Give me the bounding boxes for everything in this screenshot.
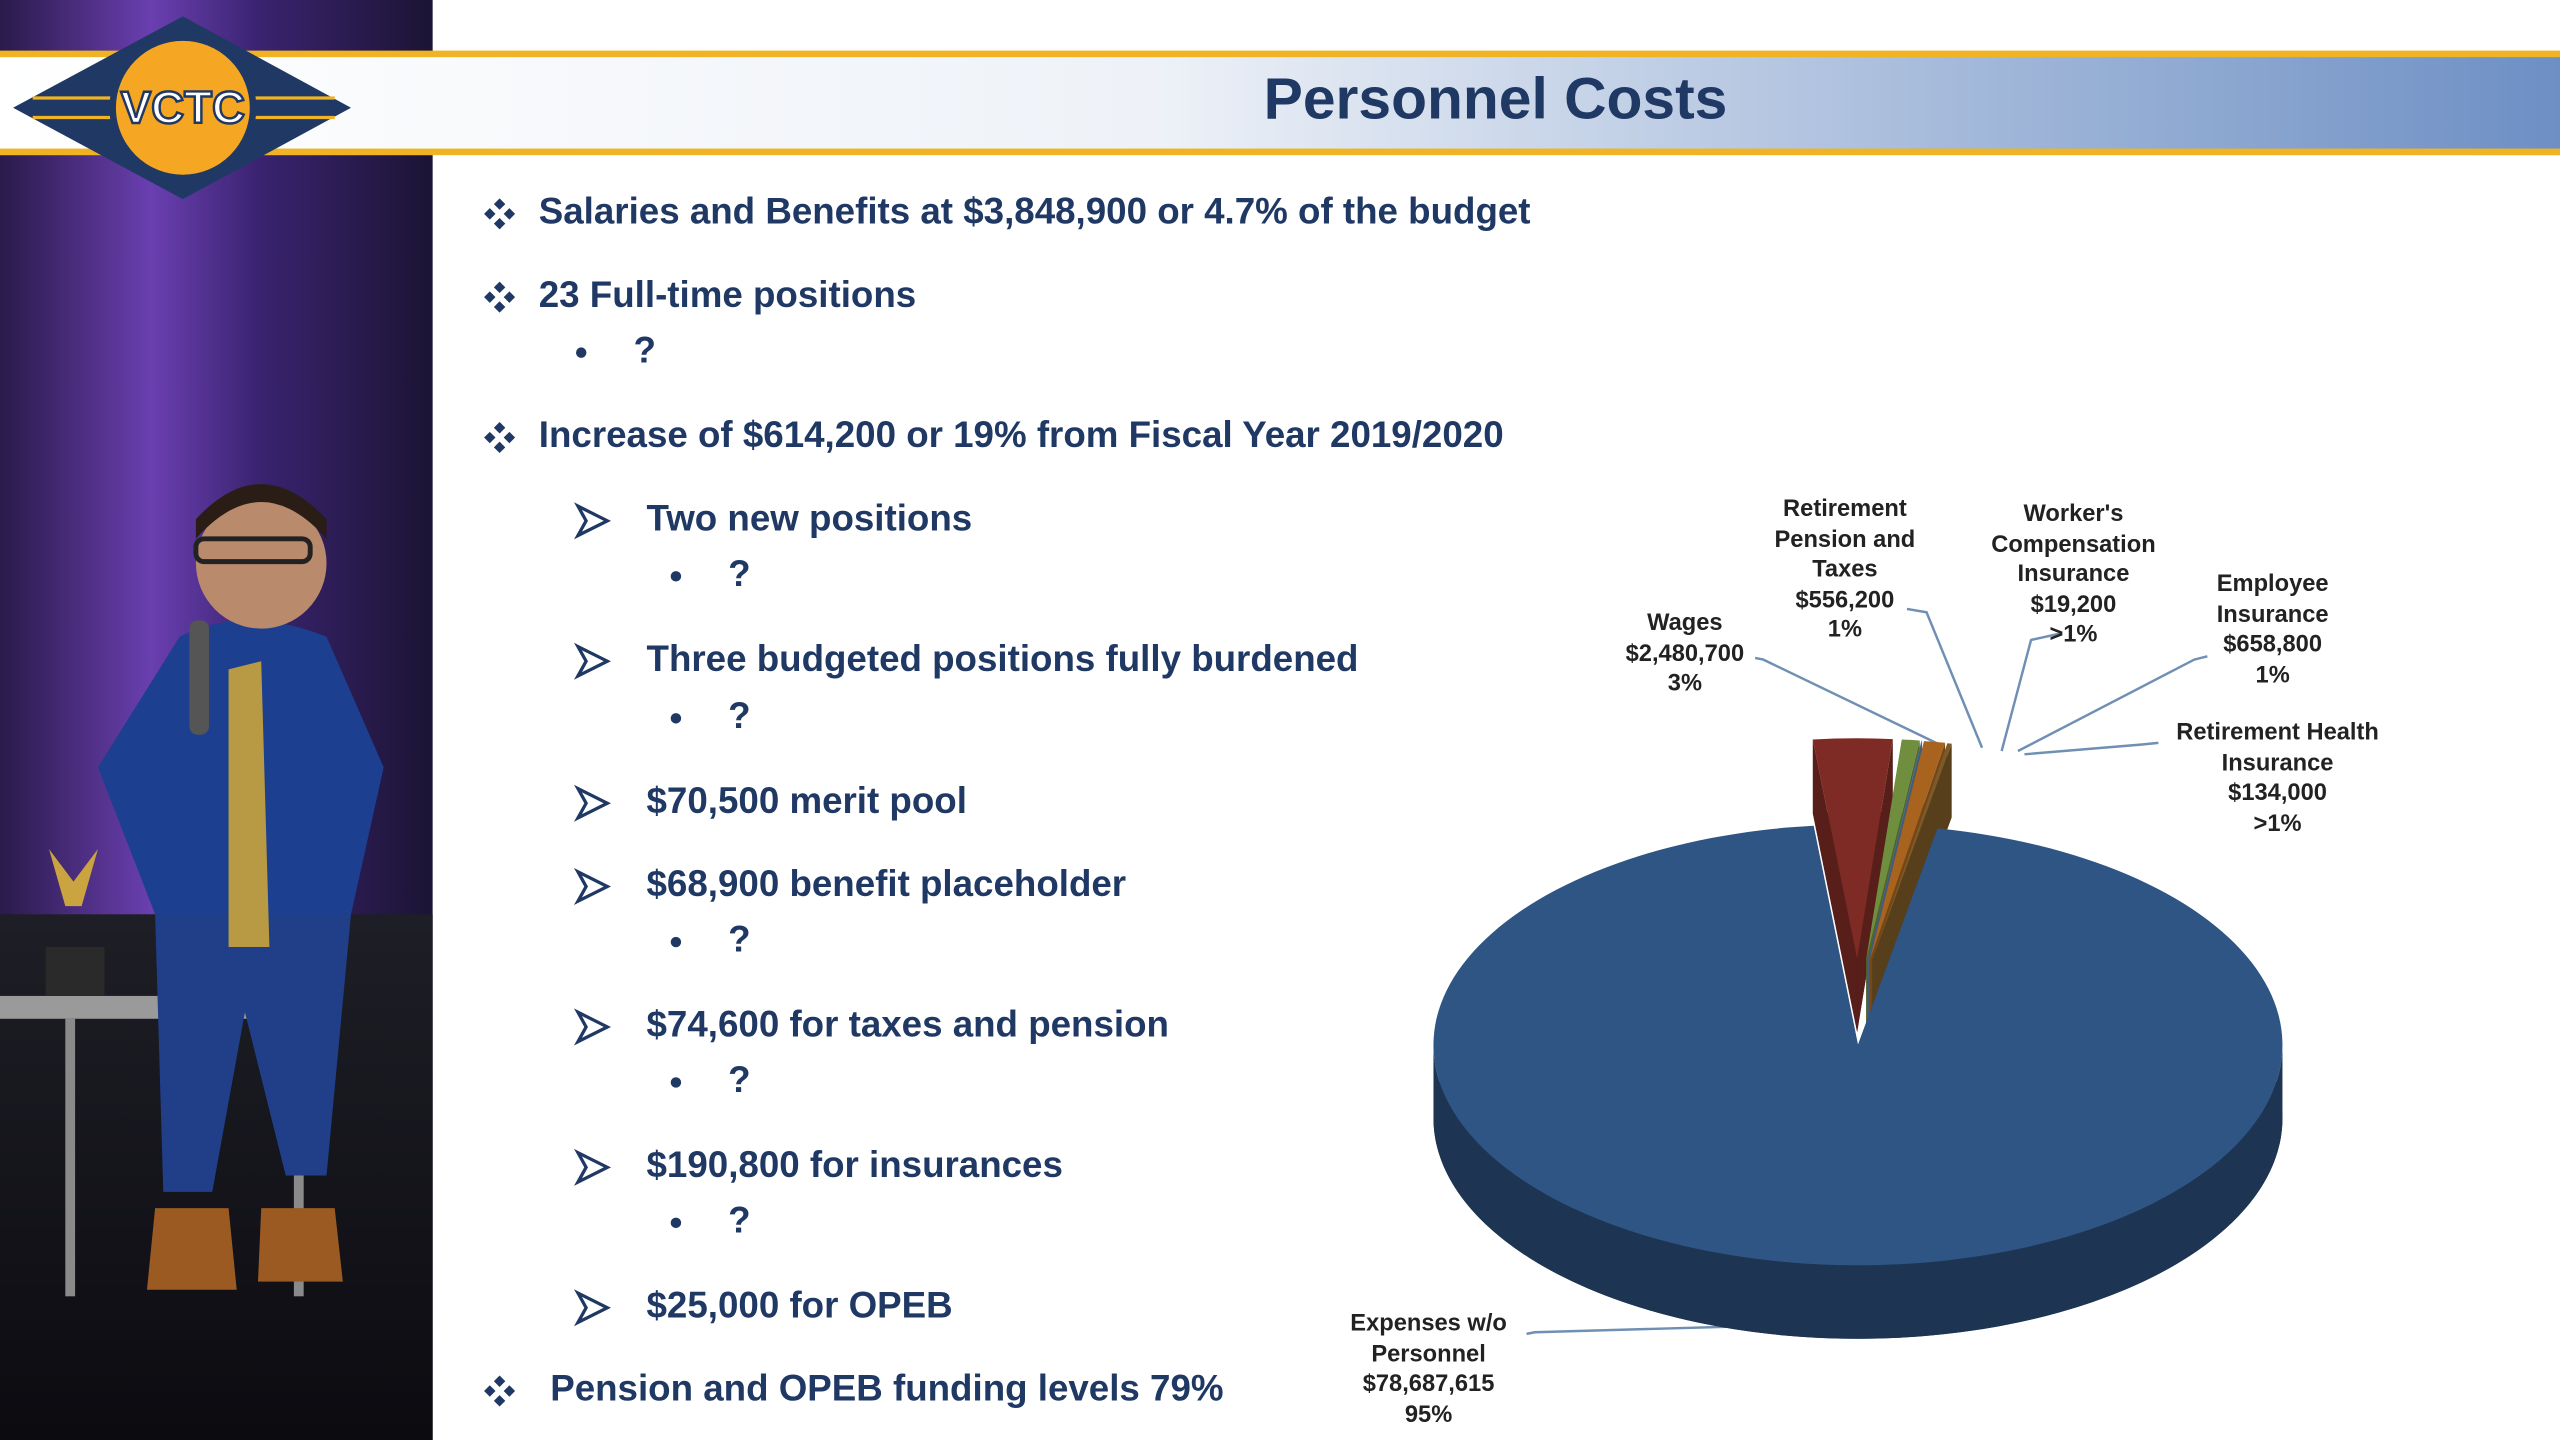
bullet-marker [503,1385,516,1397]
bullet-marker [573,1008,611,1046]
pie-label: Worker's Compensation Insurance $19,200 >1… [1967,500,2179,651]
pie-label: Wages $2,480,700 3% [1611,609,1758,700]
bullet-text: $25,000 for OPEB [647,1284,953,1325]
pie-slice [1812,738,1893,959]
bullet-text: Two new positions [647,498,973,539]
pie-label-name: Retirement Pension and Taxes [1774,496,1916,583]
pie-slice-face [1812,739,1858,1033]
bullet-text: ? [633,329,655,370]
bullet-marker [573,868,611,906]
pie-label-name: Wages [1647,610,1723,637]
bullet-text: ? [728,1059,750,1100]
bullet-text: Increase of $614,200 or 19% from Fiscal … [539,414,1504,455]
pie-slice [1867,740,1923,960]
bullet-text: 23 Full-time positions [539,274,916,315]
bullet-text: $70,500 merit pool [647,780,967,821]
bullet-text: ? [728,553,750,594]
pie-slice [1869,741,1946,960]
pie-slice-face [1857,739,1893,1033]
pie-label: Employee Insurance $658,800 1% [2191,570,2354,691]
pie-label-value: $658,800 [2223,631,2323,658]
bullet-marker [670,713,682,724]
bullet-marker [670,936,682,948]
bullet-marker [503,431,516,444]
pie-label-percent: >1% [2253,810,2302,837]
bullet-marker [573,784,611,822]
pie-label-percent: 1% [1827,617,1863,644]
pie-label-name: Expenses w/o Personnel [1350,1311,1507,1368]
pie-label-percent: >1% [2049,622,2098,649]
bullet-marker [573,642,611,680]
bullet-marker [493,1375,506,1387]
logo-text: VCTC [121,82,245,133]
pie-chart [1433,738,2283,1339]
pie-label-value: $2,480,700 [1625,640,1745,667]
bullet-marker [503,291,516,303]
pie-label-value: $78,687,615 [1362,1371,1495,1398]
header-band: VCTC Personnel Costs [0,16,2560,200]
bullet-list: Salaries and Benefits at $3,848,900 or 4… [484,191,1531,1409]
pie-label-box: Expenses w/o Personnel $78,687,615 95% [1322,1309,1534,1430]
bullet-marker [670,1217,682,1229]
pie-slice-side [1433,1044,2283,1339]
pie-label-name: Retirement Health Insurance [2176,720,2379,777]
pie-label-percent: 1% [2255,662,2290,689]
pie-label-box: Employee Insurance $658,800 1% [2191,570,2354,691]
bullet-marker [503,208,516,220]
bullet-marker [493,281,506,294]
pie-slice [1872,743,1952,961]
pie-slice [1866,739,1920,960]
bullet-text: Three budgeted positions fully burdened [647,638,1359,679]
bullet-marker [670,571,682,582]
bullet-marker [484,431,496,444]
pie-label-name: Employee Insurance [2216,571,2329,628]
speaker-video [0,0,433,1440]
bullet-text: ? [728,1200,750,1241]
bullet-marker [493,422,506,434]
bullet-marker [576,347,587,358]
pie-label-box: Retirement Health Insurance $134,000 >1% [2147,718,2408,839]
bullet-marker [670,1077,682,1088]
pie-label-box: Worker's Compensation Insurance $19,200 >1… [1967,500,2179,651]
bullet-marker [484,291,496,303]
bullet-text: $190,800 for insurances [647,1144,1063,1185]
bullet-marker [493,198,506,210]
pie-label-box: Wages $2,480,700 3% [1611,609,1758,700]
bullet-marker [493,441,506,454]
pie-label-name: Worker's Compensation Insurance [1991,501,2156,588]
pie-label: Retirement Health Insurance $134,000 >1% [2147,718,2408,839]
pie-label-percent: 3% [1667,671,1703,698]
bullet-marker [573,1148,611,1186]
leader-lines [1526,607,2208,1336]
bullet-text: ? [728,919,750,960]
bullet-marker [484,1385,496,1397]
bullet-marker [484,208,496,220]
bullet-marker [493,1395,506,1407]
bullet-text: ? [728,695,750,736]
pie-label-value: $134,000 [2228,780,2327,807]
slide-title: Personnel Costs [1264,66,1728,131]
bullet-marker [573,502,611,540]
pie-label: Expenses w/o Personnel $78,687,615 95% [1322,1309,1534,1430]
pie-label-value: $556,200 [1795,586,1895,614]
bullet-text: $74,600 for taxes and pension [647,1004,1169,1045]
pie-labels: Wages $2,480,700 3% Retirement Pension and … [1322,495,2408,1430]
bullet-text: Pension and OPEB funding levels 79% [550,1368,1223,1409]
bullet-text: Salaries and Benefits at $3,848,900 or 4… [539,191,1531,232]
pie-label-value: $19,200 [2030,591,2117,618]
bullet-marker [493,217,506,230]
pie-label-box: Retirement Pension and Taxes $556,200 1% [1755,495,1935,646]
pie-slice [1433,825,2283,1266]
bullet-text: $68,900 benefit placeholder [647,863,1127,904]
bullet-marker [493,301,506,313]
bullet-marker [573,1289,611,1327]
pie-label: Retirement Pension and Taxes $556,200 1% [1755,495,1935,646]
pie-label-percent: 95% [1404,1401,1453,1428]
